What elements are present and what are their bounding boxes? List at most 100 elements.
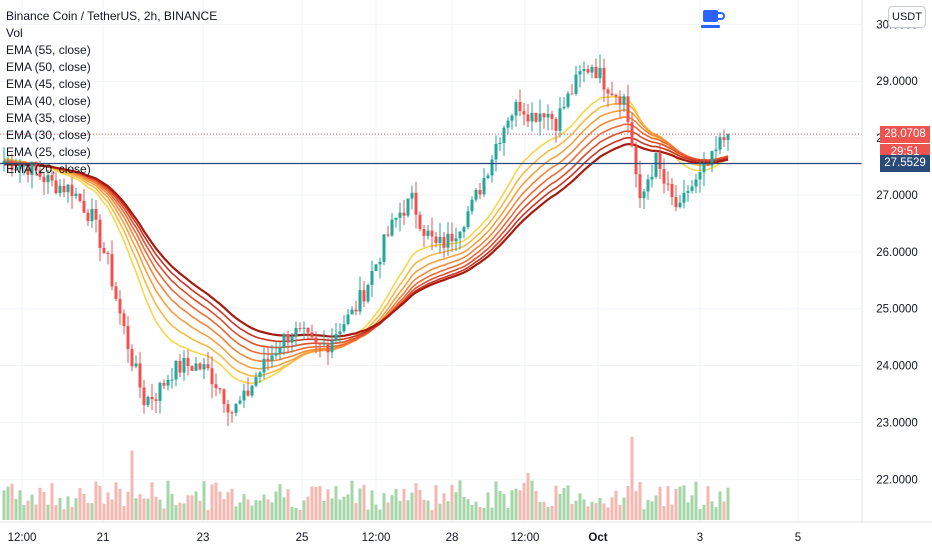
symbol-title[interactable]: Binance Coin / TetherUS, 2h, BINANCE (6, 9, 218, 23)
candle-body (206, 364, 210, 369)
volume-bar (66, 496, 70, 520)
volume-bar (18, 490, 22, 520)
volume-bar (474, 501, 478, 520)
legend-ema-20[interactable]: EMA (20, close) (6, 162, 91, 176)
volume-bar (626, 486, 630, 520)
volume-bar (458, 480, 462, 520)
candle-body (318, 343, 322, 345)
candle-body (34, 161, 38, 171)
legend-ema-30[interactable]: EMA (30, close) (6, 128, 91, 142)
volume-bar (202, 481, 206, 520)
volume-bar (710, 501, 714, 520)
volume-bar (726, 487, 730, 520)
volume-bar (442, 493, 446, 520)
candle-body (398, 212, 402, 218)
volume-bar (278, 484, 282, 520)
volume-bar (2, 490, 6, 520)
candle-body (294, 328, 298, 337)
volume-bar (354, 502, 358, 520)
candle-body (454, 238, 458, 242)
volume-bar (634, 490, 638, 520)
candle-body (534, 112, 538, 122)
candle-body (498, 142, 502, 144)
price-tick-label: 27.0000 (876, 190, 918, 202)
candle-body (10, 160, 14, 171)
time-tick-label: 21 (97, 532, 110, 544)
candle-body (86, 212, 90, 221)
volume-bar (362, 484, 366, 520)
volume-bar (542, 501, 546, 520)
volume-bar (130, 450, 134, 520)
volume-bar (714, 507, 718, 520)
price-axis-bg (862, 0, 932, 522)
volume-bar (270, 502, 274, 520)
candle-body (386, 234, 390, 236)
candle-body (30, 161, 34, 175)
legend-ema-55[interactable]: EMA (55, close) (6, 43, 91, 57)
candle-body (510, 115, 514, 121)
coffee-cup-icon[interactable] (700, 8, 726, 30)
candle-body (474, 190, 478, 200)
volume-bar (298, 509, 302, 520)
volume-bar (434, 485, 438, 520)
legend-ema-45[interactable]: EMA (45, close) (6, 77, 91, 91)
volume-bar (98, 485, 102, 520)
candle-body (330, 340, 334, 353)
candle-body (594, 66, 598, 79)
volume-bar (530, 480, 534, 520)
candle-body (50, 175, 54, 181)
candle-body (94, 208, 98, 220)
volume-bar (494, 481, 498, 520)
candle-body (170, 379, 174, 381)
volume-bar (138, 494, 142, 520)
candle-body (722, 137, 726, 141)
volume-bar (462, 496, 466, 520)
volume-bar (154, 496, 158, 520)
legend-vol[interactable]: Vol (6, 26, 23, 40)
volume-bar (114, 482, 118, 520)
volume-bar (50, 483, 54, 520)
time-tick-label: 12:00 (362, 532, 391, 544)
legend-ema-40[interactable]: EMA (40, close) (6, 94, 91, 108)
candle-body (562, 106, 566, 109)
candle-body (58, 185, 62, 194)
volume-bar (310, 486, 314, 520)
candle-body (506, 120, 510, 128)
candle-body (378, 261, 382, 265)
volume-bar (562, 488, 566, 520)
candle-body (450, 233, 454, 242)
candlesticks (2, 54, 730, 426)
legend-ema-35[interactable]: EMA (35, close) (6, 111, 91, 125)
candle-body (374, 264, 378, 271)
time-axis[interactable]: 12:00 21 23 25 12:00 28 12:00 Oct 3 5 (8, 532, 802, 544)
time-tick-label: 5 (795, 532, 801, 544)
candle-body (322, 343, 326, 345)
candle-body (282, 334, 286, 349)
legend-ema-50[interactable]: EMA (50, close) (6, 60, 91, 74)
legend-ema-25[interactable]: EMA (25, close) (6, 145, 91, 159)
candle-body (38, 170, 42, 177)
time-tick-label: 28 (446, 532, 459, 544)
volume-bar (402, 488, 406, 520)
candle-body (490, 159, 494, 176)
candle-body (246, 390, 250, 396)
candle-body (258, 372, 262, 378)
volume-bar (722, 501, 726, 520)
volume-bar (470, 505, 474, 520)
volume-bar (46, 504, 50, 520)
candle-body (438, 236, 442, 243)
candle-body (602, 67, 606, 90)
volume-bar (642, 509, 646, 520)
price-axis[interactable]: 30.000029.000028.000027.000026.000025.00… (876, 19, 918, 486)
candle-body (422, 229, 426, 236)
candle-body (14, 168, 18, 171)
currency-button[interactable]: USDT (888, 6, 926, 28)
volume-bar (106, 492, 110, 520)
candle-body (346, 314, 350, 325)
volume-bar (70, 506, 74, 520)
candle-body (566, 93, 570, 107)
volume-bar (286, 489, 290, 520)
volume-bar (586, 506, 590, 520)
time-tick-label: 23 (197, 532, 210, 544)
